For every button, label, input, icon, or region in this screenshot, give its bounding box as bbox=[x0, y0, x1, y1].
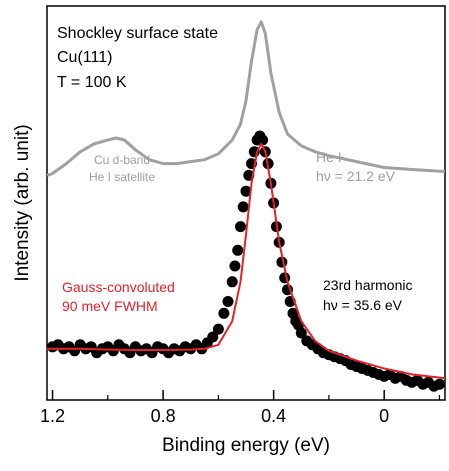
fit-annotation: Gauss-convoluted 90 meV FWHM bbox=[62, 279, 175, 314]
data-point bbox=[237, 201, 249, 213]
title-line-3: T = 100 K bbox=[57, 74, 127, 91]
data-point bbox=[295, 327, 307, 339]
title-line-1: Shockley surface state bbox=[57, 25, 218, 42]
harm-label-line-2: hν = 35.6 eV bbox=[323, 297, 403, 313]
plot-area bbox=[46, 20, 446, 392]
data-point bbox=[226, 276, 238, 288]
he-label-line-1: He I bbox=[316, 149, 342, 165]
data-point bbox=[232, 244, 244, 256]
x-axis-ticks: 1.2 0.8 0.4 0 bbox=[40, 390, 441, 426]
data-point bbox=[434, 378, 445, 390]
x-tick-label: 0.4 bbox=[261, 406, 286, 426]
he-label-line-2: hν = 21.2 eV bbox=[316, 168, 396, 184]
data-point bbox=[235, 221, 246, 233]
fit-label-line-1: Gauss-convoluted bbox=[62, 279, 175, 295]
x-tick-label: 0 bbox=[379, 406, 389, 426]
he-spectrum-line bbox=[46, 20, 446, 177]
data-point bbox=[207, 331, 219, 343]
data-point bbox=[257, 134, 269, 146]
cu-dband-annotation: Cu d-band He I satellite bbox=[89, 153, 155, 184]
data-point bbox=[279, 272, 291, 284]
plot-frame bbox=[46, 5, 446, 401]
data-point bbox=[240, 185, 252, 197]
data-point bbox=[229, 260, 241, 272]
harmonic-annotation: 23rd harmonic hν = 35.6 eV bbox=[323, 277, 413, 313]
x-tick-label: 1.2 bbox=[40, 406, 65, 426]
fit-line bbox=[47, 142, 446, 380]
title-line-2: Cu(111) bbox=[57, 49, 112, 66]
harm-label-line-1: 23rd harmonic bbox=[323, 277, 413, 293]
x-tick-label: 0.8 bbox=[151, 406, 176, 426]
x-axis-label: Binding energy (eV) bbox=[162, 435, 330, 456]
he-annotation: He I hν = 21.2 eV bbox=[316, 149, 396, 184]
data-point bbox=[218, 307, 230, 319]
fit-label-line-2: 90 meV FWHM bbox=[62, 298, 158, 314]
title-annotation: Shockley surface state Cu(111) T = 100 K bbox=[57, 25, 218, 91]
y-axis-label: Intensity (arb. unit) bbox=[12, 124, 33, 281]
cu-label-line-2: He I satellite bbox=[89, 170, 155, 184]
cu-label-line-1: Cu d-band bbox=[94, 153, 150, 167]
data-point bbox=[212, 323, 224, 335]
data-point bbox=[222, 296, 234, 307]
